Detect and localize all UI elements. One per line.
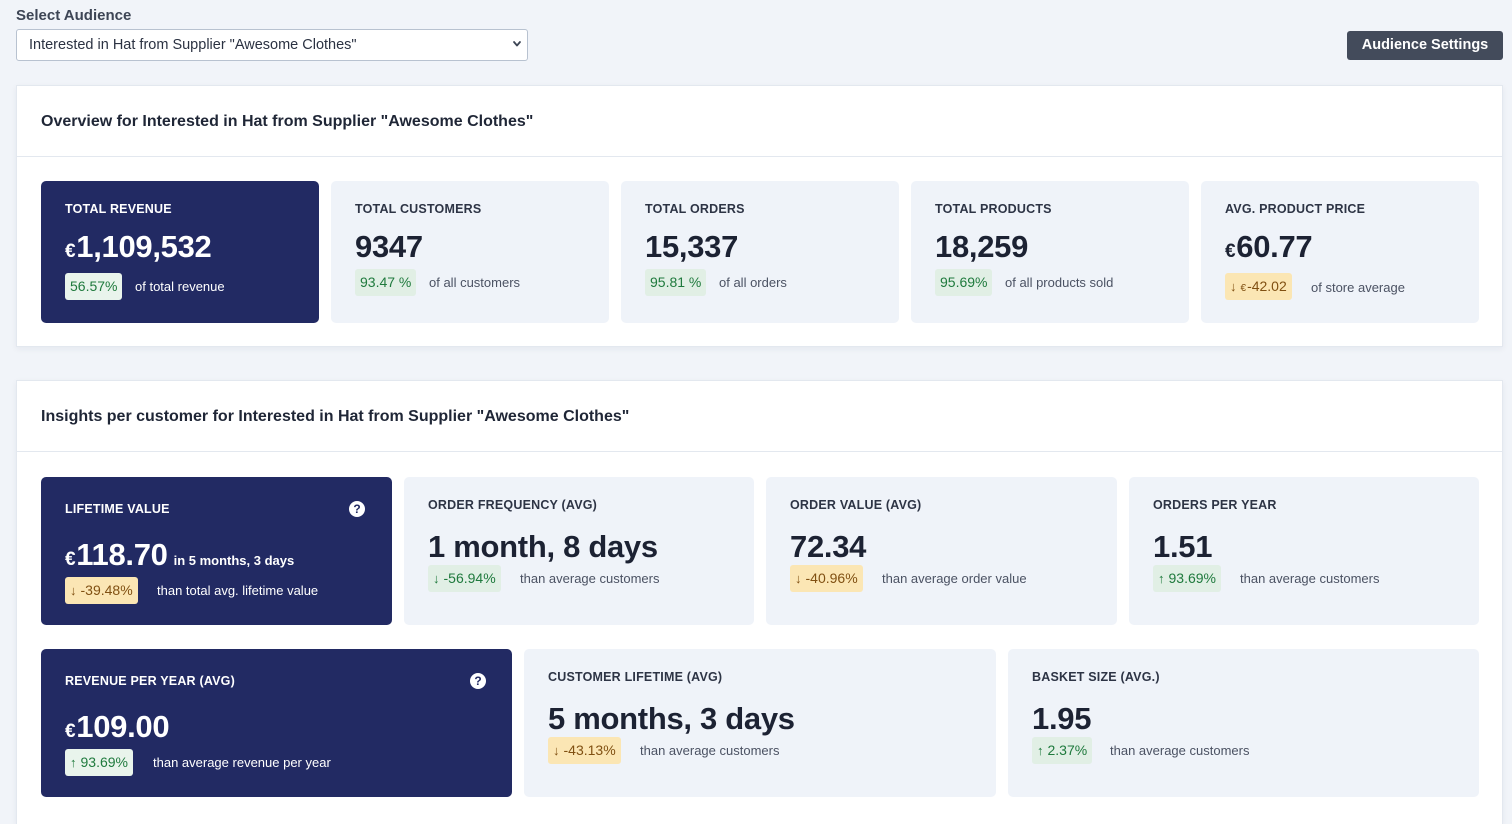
total-revenue-card: TOTAL REVENUE €1,109,532 56.57% of total… (41, 181, 319, 323)
basket-size-card: BASKET SIZE (AVG.) 1.95 ↑ 2.37% than aver… (1008, 649, 1479, 797)
total-revenue-title: TOTAL REVENUE (65, 202, 172, 216)
avg-product-price-amount: 60.77 (1236, 229, 1313, 264)
total-products-title: TOTAL PRODUCTS (935, 202, 1052, 216)
basket-size-title: BASKET SIZE (AVG.) (1032, 670, 1160, 684)
total-revenue-badge: 56.57% (65, 273, 123, 300)
orders-per-year-badge: ↑ 93.69% (1153, 565, 1221, 592)
total-orders-title: TOTAL ORDERS (645, 202, 745, 216)
revenue-per-year-card: REVENUE PER YEAR (AVG) ? €109.00 ↑ 93.69%… (41, 649, 512, 797)
arrow-down-icon: ↓ (70, 583, 77, 598)
total-customers-badge: 93.47 % (355, 269, 417, 296)
lifetime-value-value: €118.70 in 5 months, 3 days (65, 537, 294, 573)
arrow-up-icon: ↑ (1037, 743, 1044, 758)
help-icon[interactable]: ? (470, 673, 486, 689)
help-icon[interactable]: ? (349, 501, 365, 517)
customer-lifetime-note: than average customers (640, 743, 780, 758)
arrow-down-icon: ↓ (433, 571, 440, 586)
revenue-per-year-badge: ↑ 93.69% (65, 749, 133, 776)
chevron-down-icon[interactable] (511, 37, 523, 51)
total-orders-badge: 95.81 % (645, 269, 707, 296)
order-frequency-badge: ↓ -56.94% (428, 565, 501, 592)
total-customers-value: 9347 (355, 229, 423, 264)
lifetime-value-title: LIFETIME VALUE (65, 502, 170, 516)
audience-select-value: Interested in Hat from Supplier "Awesome… (29, 37, 357, 53)
avg-product-price-note: of store average (1311, 280, 1405, 295)
lifetime-value-note: than total avg. lifetime value (157, 583, 319, 598)
customer-lifetime-value: 5 months, 3 days (548, 701, 795, 736)
lifetime-value-badge: ↓ -39.48% (65, 577, 138, 604)
total-revenue-note: of total revenue (135, 279, 225, 294)
total-orders-value: 15,337 (645, 229, 739, 264)
revenue-per-year-value: €109.00 (65, 709, 170, 745)
order-value-title: ORDER VALUE (AVG) (790, 498, 922, 512)
avg-product-price-title: AVG. PRODUCT PRICE (1225, 202, 1366, 216)
total-products-note: of all products sold (1005, 275, 1114, 290)
order-value-note: than average order value (882, 571, 1027, 586)
revenue-per-year-amount: 109.00 (76, 709, 170, 744)
audience-settings-button[interactable]: Audience Settings (1347, 31, 1503, 60)
order-value-card: ORDER VALUE (AVG) 72.34 ↓ -40.96% than av… (766, 477, 1117, 625)
lifetime-value-period: in 5 months, 3 days (173, 553, 295, 568)
customer-lifetime-title: CUSTOMER LIFETIME (AVG) (548, 670, 723, 684)
currency-symbol: € (65, 721, 76, 742)
total-products-value: 18,259 (935, 229, 1029, 264)
order-value-badge-value: -40.96% (805, 570, 858, 586)
orders-per-year-card: ORDERS PER YEAR 1.51 ↑ 93.69% than averag… (1129, 477, 1479, 625)
insights-panel: Insights per customer for Interested in … (16, 380, 1503, 824)
arrow-up-icon: ↑ (1158, 571, 1165, 586)
total-orders-note: of all orders (719, 275, 787, 290)
total-products-badge: 95.69% (935, 269, 993, 296)
total-orders-card: TOTAL ORDERS 15,337 95.81 % of all order… (621, 181, 899, 323)
total-customers-card: TOTAL CUSTOMERS 9347 93.47 % of all cust… (331, 181, 609, 323)
basket-size-badge: ↑ 2.37% (1032, 737, 1093, 764)
overview-title: Overview for Interested in Hat from Supp… (17, 86, 1502, 157)
currency-symbol: € (1240, 283, 1247, 294)
avg-product-price-badge: ↓ €-42.02 (1225, 273, 1292, 300)
currency-symbol: € (65, 241, 76, 262)
arrow-down-icon: ↓ (1230, 279, 1237, 294)
order-frequency-value: 1 month, 8 days (428, 529, 658, 564)
lifetime-value-amount: 118.70 (76, 537, 168, 572)
arrow-down-icon: ↓ (553, 743, 560, 758)
order-frequency-card: ORDER FREQUENCY (AVG) 1 month, 8 days ↓ -… (404, 477, 754, 625)
arrow-up-icon: ↑ (70, 755, 77, 770)
overview-panel: Overview for Interested in Hat from Supp… (16, 85, 1503, 347)
revenue-per-year-badge-value: 93.69% (80, 754, 128, 770)
revenue-per-year-title: REVENUE PER YEAR (AVG) (65, 674, 235, 688)
avg-product-price-card: AVG. PRODUCT PRICE €60.77 ↓ €-42.02 of st… (1201, 181, 1479, 323)
avg-product-price-badge-value: -42.02 (1247, 278, 1287, 294)
audience-select-label: Select Audience (16, 7, 132, 24)
basket-size-badge-value: 2.37% (1047, 742, 1088, 758)
lifetime-value-card: LIFETIME VALUE ? €118.70 in 5 months, 3 d… (41, 477, 392, 625)
order-frequency-note: than average customers (520, 571, 660, 586)
orders-per-year-title: ORDERS PER YEAR (1153, 498, 1277, 512)
order-frequency-title: ORDER FREQUENCY (AVG) (428, 498, 598, 512)
total-customers-title: TOTAL CUSTOMERS (355, 202, 482, 216)
customer-lifetime-badge: ↓ -43.13% (548, 737, 621, 764)
insights-title: Insights per customer for Interested in … (17, 381, 1502, 452)
customer-lifetime-card: CUSTOMER LIFETIME (AVG) 5 months, 3 days… (524, 649, 996, 797)
total-products-card: TOTAL PRODUCTS 18,259 95.69% of all prod… (911, 181, 1189, 323)
total-revenue-value: €1,109,532 (65, 229, 212, 265)
basket-size-note: than average customers (1110, 743, 1250, 758)
total-customers-note: of all customers (429, 275, 521, 290)
orders-per-year-badge-value: 93.69% (1168, 570, 1216, 586)
orders-per-year-note: than average customers (1240, 571, 1380, 586)
total-revenue-amount: 1,109,532 (76, 229, 212, 264)
customer-lifetime-badge-value: -43.13% (563, 742, 616, 758)
order-frequency-badge-value: -56.94% (443, 570, 496, 586)
avg-product-price-value: €60.77 (1225, 229, 1313, 265)
basket-size-value: 1.95 (1032, 701, 1092, 736)
currency-symbol: € (65, 549, 76, 570)
order-value-badge: ↓ -40.96% (790, 565, 863, 592)
audience-select[interactable]: Interested in Hat from Supplier "Awesome… (16, 29, 528, 61)
currency-symbol: € (1225, 241, 1236, 262)
audience-toolbar: Select Audience Interested in Hat from S… (16, 6, 1503, 66)
orders-per-year-value: 1.51 (1153, 529, 1213, 564)
order-value-value: 72.34 (790, 529, 867, 564)
revenue-per-year-note: than average revenue per year (153, 755, 331, 770)
lifetime-value-badge-value: -39.48% (80, 582, 133, 598)
arrow-down-icon: ↓ (795, 571, 802, 586)
